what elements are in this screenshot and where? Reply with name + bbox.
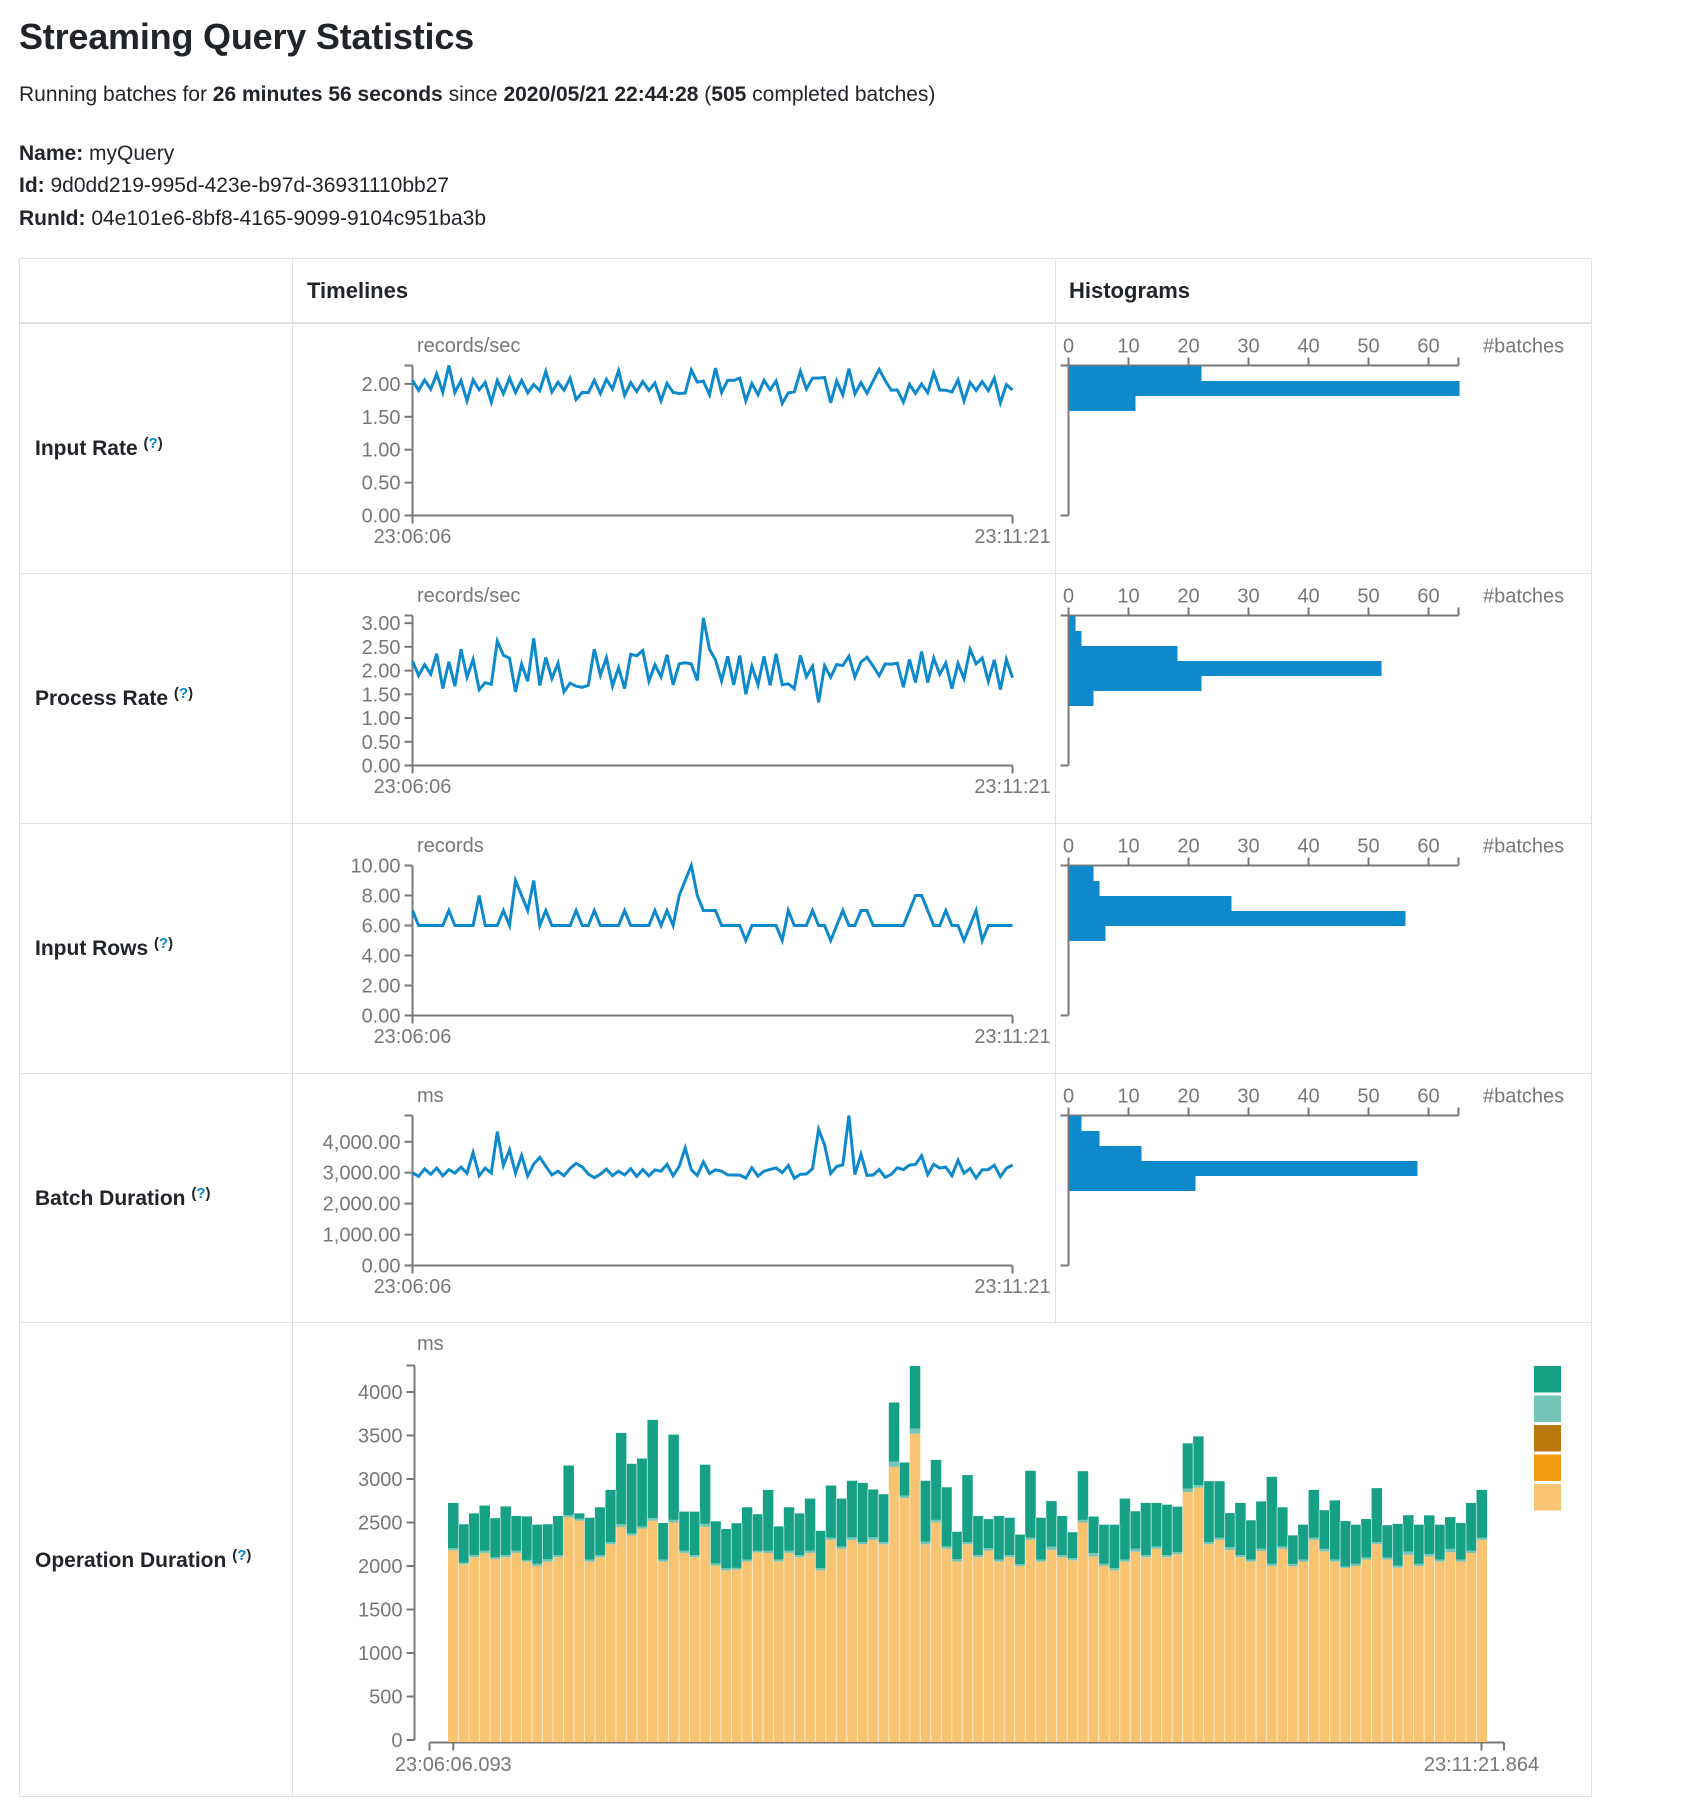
svg-text:0.50: 0.50 (362, 473, 401, 495)
svg-text:2500: 2500 (358, 1513, 403, 1535)
svg-text:4.00: 4.00 (362, 946, 401, 968)
svg-text:40: 40 (1297, 1086, 1319, 1108)
svg-text:23:06:06: 23:06:06 (374, 1276, 452, 1298)
svg-text:4000: 4000 (358, 1382, 403, 1404)
svg-text:60: 60 (1417, 836, 1439, 858)
svg-text:records/sec: records/sec (417, 585, 520, 607)
svg-text:0: 0 (1063, 336, 1074, 358)
svg-text:8.00: 8.00 (362, 886, 401, 908)
svg-text:1000: 1000 (358, 1643, 403, 1665)
svg-text:4,000.00: 4,000.00 (323, 1132, 401, 1154)
svg-text:ms: ms (417, 1085, 444, 1107)
svg-text:1500: 1500 (358, 1600, 403, 1622)
svg-text:1.50: 1.50 (362, 407, 401, 429)
svg-text:23:11:21: 23:11:21 (974, 526, 1050, 548)
svg-text:2,000.00: 2,000.00 (323, 1194, 401, 1216)
svg-text:0.00: 0.00 (362, 756, 401, 778)
svg-text:1,000.00: 1,000.00 (323, 1225, 401, 1247)
svg-text:0.00: 0.00 (362, 1256, 401, 1278)
svg-text:23:06:06: 23:06:06 (374, 1026, 452, 1048)
svg-text:40: 40 (1297, 836, 1319, 858)
svg-text:10: 10 (1117, 1086, 1139, 1108)
svg-text:500: 500 (369, 1687, 402, 1709)
svg-text:1.00: 1.00 (362, 440, 401, 462)
svg-text:50: 50 (1357, 836, 1379, 858)
svg-text:records: records (417, 835, 484, 857)
svg-text:10: 10 (1117, 836, 1139, 858)
svg-text:50: 50 (1357, 1086, 1379, 1108)
svg-text:30: 30 (1237, 336, 1259, 358)
svg-text:6.00: 6.00 (362, 916, 401, 938)
svg-text:10: 10 (1117, 586, 1139, 608)
svg-text:0.00: 0.00 (362, 506, 401, 528)
svg-text:2000: 2000 (358, 1556, 403, 1578)
svg-text:10: 10 (1117, 336, 1139, 358)
svg-text:23:06:06.093: 23:06:06.093 (395, 1754, 512, 1776)
svg-text:60: 60 (1417, 1086, 1439, 1108)
svg-text:1.50: 1.50 (362, 684, 401, 706)
svg-text:3,000.00: 3,000.00 (323, 1163, 401, 1185)
svg-text:50: 50 (1357, 336, 1379, 358)
svg-text:60: 60 (1417, 336, 1439, 358)
svg-text:20: 20 (1177, 1086, 1199, 1108)
svg-text:40: 40 (1297, 336, 1319, 358)
svg-text:#batches: #batches (1483, 336, 1564, 358)
svg-text:0.50: 0.50 (362, 732, 401, 754)
svg-text:30: 30 (1237, 836, 1259, 858)
svg-text:23:11:21: 23:11:21 (974, 776, 1050, 798)
svg-text:23:06:06: 23:06:06 (374, 526, 452, 548)
svg-text:#batches: #batches (1483, 836, 1564, 858)
svg-text:2.00: 2.00 (362, 374, 401, 396)
svg-text:2.00: 2.00 (362, 976, 401, 998)
svg-text:2.00: 2.00 (362, 661, 401, 683)
svg-text:3000: 3000 (358, 1469, 403, 1491)
svg-text:40: 40 (1297, 586, 1319, 608)
svg-text:50: 50 (1357, 586, 1379, 608)
svg-text:0: 0 (391, 1730, 402, 1752)
svg-text:0.00: 0.00 (362, 1006, 401, 1028)
svg-text:10.00: 10.00 (350, 856, 400, 878)
svg-text:records/sec: records/sec (417, 335, 520, 357)
svg-text:0: 0 (1063, 586, 1074, 608)
svg-text:20: 20 (1177, 336, 1199, 358)
svg-text:0: 0 (1063, 836, 1074, 858)
svg-text:1.00: 1.00 (362, 708, 401, 730)
svg-text:#batches: #batches (1483, 1086, 1564, 1108)
svg-text:0: 0 (1063, 1086, 1074, 1108)
svg-text:23:11:21.864: 23:11:21.864 (1424, 1754, 1539, 1776)
svg-text:30: 30 (1237, 1086, 1259, 1108)
svg-text:23:06:06: 23:06:06 (374, 776, 452, 798)
svg-text:60: 60 (1417, 586, 1439, 608)
svg-text:20: 20 (1177, 836, 1199, 858)
svg-text:3500: 3500 (358, 1426, 403, 1448)
svg-text:23:11:21: 23:11:21 (974, 1276, 1050, 1298)
svg-text:30: 30 (1237, 586, 1259, 608)
svg-text:2.50: 2.50 (362, 637, 401, 659)
svg-text:ms: ms (417, 1333, 444, 1355)
svg-text:#batches: #batches (1483, 586, 1564, 608)
svg-text:3.00: 3.00 (362, 613, 401, 635)
svg-text:23:11:21: 23:11:21 (974, 1026, 1050, 1048)
svg-text:20: 20 (1177, 586, 1199, 608)
